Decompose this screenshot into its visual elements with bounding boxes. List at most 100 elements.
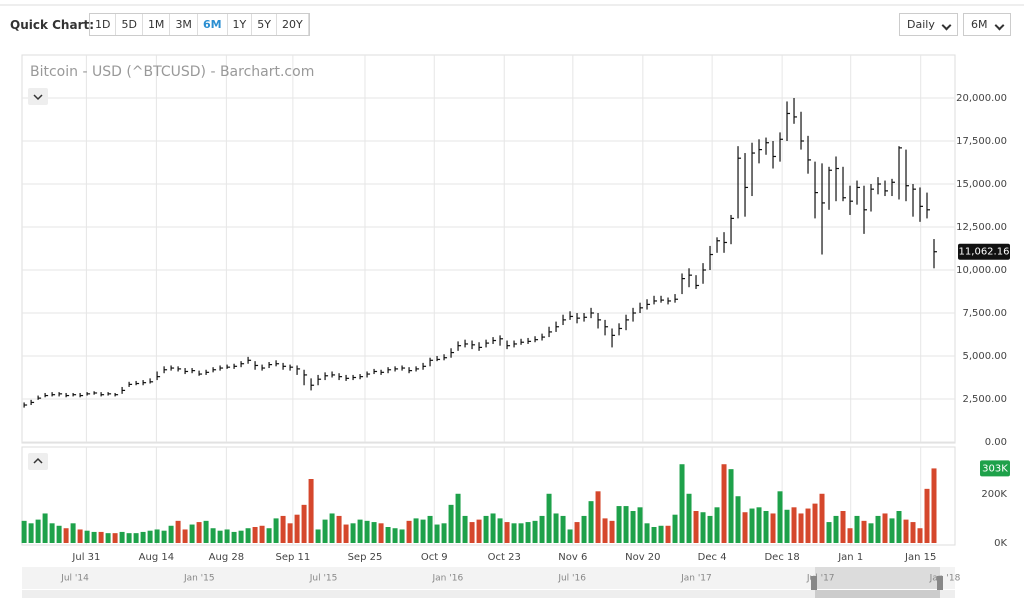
volume-bar <box>21 520 27 543</box>
y-tick-label: 7,500.00 <box>962 308 1007 319</box>
volume-tick-label: 0K <box>994 538 1007 549</box>
volume-bar <box>539 515 545 543</box>
volume-bar <box>812 503 818 543</box>
volume-bar <box>168 525 174 543</box>
volume-bar <box>588 501 594 543</box>
chart-title: Bitcoin - USD (^BTCUSD) - Barchart.com <box>30 64 314 80</box>
volume-bar <box>658 525 664 543</box>
volume-bar <box>574 522 580 543</box>
volume-bar <box>518 523 524 543</box>
scrollbar-thumb[interactable] <box>815 590 940 598</box>
volume-bar <box>875 515 881 543</box>
volume-bar <box>238 530 244 543</box>
volume-bar <box>126 533 132 543</box>
volume-bar <box>868 523 874 543</box>
volume-bar <box>707 515 713 543</box>
volume-bar <box>406 520 412 543</box>
x-tick-label: Oct 23 <box>488 552 521 563</box>
interval-dropdown[interactable]: Daily <box>899 13 958 36</box>
volume-bar <box>252 527 258 543</box>
last-price-label: 11,062.16 <box>959 247 1010 258</box>
volume-bar <box>553 513 559 543</box>
volume-bar <box>336 515 342 543</box>
range-button[interactable]: 5Y <box>252 14 277 35</box>
x-tick-label: Aug 28 <box>209 552 244 563</box>
volume-bar <box>686 493 692 543</box>
volume-bar <box>448 504 454 543</box>
volume-pane <box>21 446 956 546</box>
collapse-volume[interactable] <box>28 453 48 470</box>
volume-bar <box>546 493 552 543</box>
x-tick-label: Sep 11 <box>275 552 310 563</box>
volume-bar <box>903 519 909 543</box>
volume-bar <box>917 528 923 543</box>
volume-bar <box>560 515 566 543</box>
volume-bar <box>196 522 202 543</box>
collapse-price[interactable] <box>28 88 48 105</box>
volume-bar <box>175 520 181 543</box>
range-button[interactable]: 1D <box>90 14 117 35</box>
volume-bar <box>861 520 867 543</box>
navigator-label: Jan '15 <box>183 574 215 584</box>
volume-bar <box>315 529 321 543</box>
volume-bar <box>749 508 755 543</box>
volume-bar <box>651 527 657 543</box>
volume-bar <box>217 530 223 543</box>
volume-bar <box>672 514 678 543</box>
navigator-label: Jul '17 <box>806 574 835 584</box>
volume-bar <box>854 515 860 543</box>
volume-bar <box>490 513 496 543</box>
navigator-window[interactable] <box>815 567 940 589</box>
x-tick-label: Jan 15 <box>904 552 936 563</box>
volume-bar <box>273 518 279 543</box>
volume-bar <box>791 507 797 543</box>
volume-bar <box>392 528 398 543</box>
range-button[interactable]: 1M <box>143 14 171 35</box>
volume-bar <box>525 522 531 543</box>
volume-bar <box>420 519 426 543</box>
navigator-handle[interactable] <box>811 576 817 590</box>
volume-bar <box>364 520 370 543</box>
price-pane <box>21 54 956 444</box>
last-volume-label: 303K <box>982 463 1008 474</box>
volume-bar <box>105 533 111 543</box>
volume-bar <box>224 529 230 543</box>
volume-bar <box>91 531 97 543</box>
navigator <box>22 567 955 589</box>
volume-bar <box>70 523 76 543</box>
range-button[interactable]: 6M <box>198 14 228 35</box>
range-button[interactable]: 3M <box>170 14 198 35</box>
volume-bar <box>462 515 468 543</box>
volume-bar <box>147 530 153 543</box>
range-button[interactable]: 20Y <box>277 14 309 35</box>
volume-bar <box>567 529 573 543</box>
chevron-down <box>33 94 43 101</box>
volume-bar <box>399 529 405 543</box>
volume-bar <box>161 530 167 543</box>
range-button[interactable]: 5D <box>116 14 143 35</box>
volume-bar <box>924 488 930 543</box>
volume-bar <box>637 507 643 543</box>
quick-chart-label: Quick Chart: <box>10 18 95 32</box>
x-tick-label: Dec 4 <box>698 552 727 563</box>
volume-bar <box>322 519 328 543</box>
volume-bar <box>630 511 636 543</box>
volume-bar <box>602 518 608 543</box>
last-volume-tag <box>980 460 1010 477</box>
volume-bar <box>700 512 706 543</box>
x-tick-label: Jan 1 <box>837 552 863 563</box>
volume-bar <box>63 528 69 543</box>
range-button[interactable]: 1Y <box>228 14 253 35</box>
navigator-label: Jan '16 <box>432 574 464 584</box>
navigator-label: Jul '14 <box>60 574 89 584</box>
volume-bar <box>133 533 139 543</box>
volume-bar <box>301 504 307 543</box>
volume-bar <box>931 468 937 543</box>
period-dropdown[interactable]: 6M <box>963 13 1011 36</box>
volume-bar <box>413 518 419 543</box>
volume-bar <box>742 512 748 543</box>
navigator-handle[interactable] <box>937 576 943 590</box>
volume-bar <box>294 514 300 543</box>
last-price-tag <box>958 243 1010 260</box>
volume-bar <box>280 515 286 543</box>
